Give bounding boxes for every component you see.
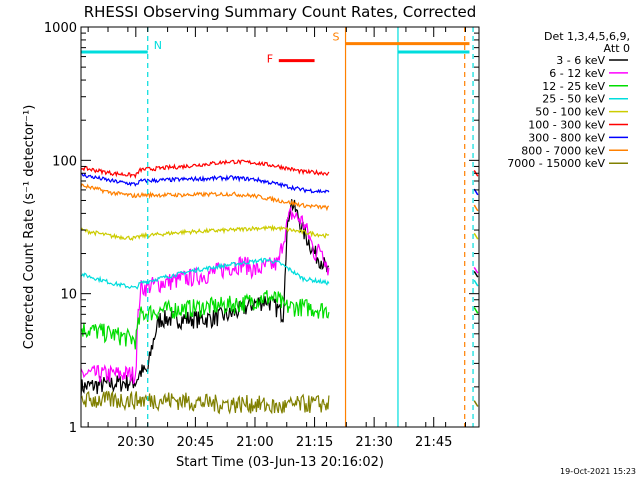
y-tick-label: 10 — [60, 288, 77, 303]
series-tail-8 — [473, 400, 479, 407]
y-tick-label: 100 — [52, 154, 77, 169]
legend-header: Att 0 — [604, 42, 630, 55]
x-tick-label: 21:30 — [355, 435, 392, 450]
series-tail-2 — [473, 307, 479, 314]
flag-label-S: S — [333, 31, 340, 44]
plot-frame — [80, 26, 480, 428]
flag-label-F: F — [267, 53, 273, 66]
series-line-7 — [81, 183, 330, 212]
series-tail-0 — [473, 270, 479, 278]
legend-label: 12 - 25 keV — [542, 80, 605, 93]
series-line-0 — [81, 199, 329, 398]
series-tail-4 — [473, 232, 479, 240]
chart-title: RHESSI Observing Summary Count Rates, Co… — [84, 3, 477, 21]
x-tick-label: 21:15 — [296, 435, 333, 450]
series-line-5 — [81, 159, 330, 180]
legend-label: 100 - 300 keV — [528, 119, 605, 132]
y-tick-label: 1000 — [44, 21, 77, 36]
series-line-6 — [81, 172, 330, 194]
legend-label: 50 - 100 keV — [535, 106, 605, 119]
series-line-1 — [81, 205, 330, 385]
series-line-2 — [81, 290, 330, 350]
series-line-4 — [81, 224, 330, 242]
x-tick-label: 20:45 — [177, 435, 214, 450]
legend-label: 3 - 6 keV — [556, 54, 605, 67]
annotation-layer: N F S — [81, 27, 474, 427]
series-line-3 — [81, 257, 330, 290]
series-layer — [81, 159, 479, 415]
timestamp-footer: 19-Oct-2021 15:23 — [560, 467, 636, 476]
legend-label: 7000 - 15000 keV — [507, 157, 605, 170]
series-tail-3 — [473, 279, 479, 287]
x-tick-label: 20:30 — [117, 435, 154, 450]
series-tail-1 — [473, 266, 479, 274]
flag-label-N: N — [154, 39, 162, 52]
y-axis-label: Corrected Count Rate (s⁻¹ detector⁻¹) — [22, 105, 37, 350]
legend-label: 25 - 50 keV — [542, 93, 605, 106]
legend-label: 800 - 7000 keV — [521, 144, 605, 157]
x-axis-label: Start Time (03-Jun-13 20:16:02) — [176, 455, 384, 470]
x-tick-label: 21:45 — [415, 435, 452, 450]
legend-header: Det 1,3,4,5,6,9, — [544, 30, 630, 43]
axis-layer: 1 10 100 1000 20:30 20:45 21:00 21:15 21:30 21:45 — [44, 21, 479, 450]
y-tick-label: 1 — [69, 421, 77, 436]
x-tick-label: 21:00 — [236, 435, 273, 450]
legend-label: 300 - 800 keV — [528, 131, 605, 144]
series-line-8 — [81, 390, 330, 415]
legend-label: 6 - 12 keV — [549, 67, 605, 80]
series-tail-7 — [473, 204, 479, 212]
